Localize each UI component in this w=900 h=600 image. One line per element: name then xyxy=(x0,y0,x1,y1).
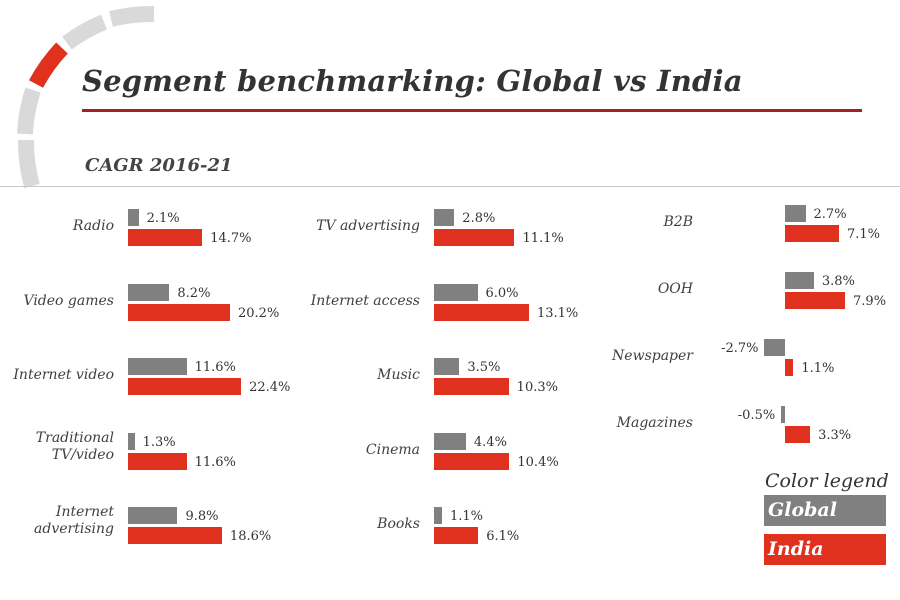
category-label: B2B xyxy=(664,214,693,231)
india-bar xyxy=(128,229,203,246)
global-bar xyxy=(781,406,785,423)
global-bar xyxy=(434,358,460,375)
decorative-arc xyxy=(17,6,155,189)
global-bar xyxy=(434,507,442,524)
category-label: Internet advertising xyxy=(34,504,114,538)
category-label: Internet access xyxy=(311,293,420,310)
category-label-line: Internet video xyxy=(13,367,114,383)
category-label-line: Internet xyxy=(55,504,114,520)
category-label: Magazines xyxy=(617,415,693,432)
chart-subtitle: CAGR 2016-21 xyxy=(85,155,233,176)
category-label-line: Magazines xyxy=(616,415,693,431)
india-bar xyxy=(785,225,839,242)
india-value-label: 1.1% xyxy=(801,361,835,376)
category-label-line: Traditional xyxy=(35,430,114,446)
global-value-label: 2.1% xyxy=(146,211,180,226)
category-label: Traditional TV/video xyxy=(36,430,114,464)
global-value-label: -2.7% xyxy=(721,341,759,356)
category-label-line: advertising xyxy=(34,521,114,537)
global-value-label: 2.8% xyxy=(462,211,496,226)
global-value-label: 8.2% xyxy=(177,286,211,301)
india-value-label: 11.1% xyxy=(522,231,564,246)
global-bar xyxy=(785,205,806,222)
india-bar xyxy=(128,527,222,544)
title-underline xyxy=(82,109,862,112)
arc-segment-active xyxy=(28,42,68,88)
india-value-label: 3.3% xyxy=(818,428,852,443)
india-value-label: 10.3% xyxy=(516,380,558,395)
global-value-label: 1.3% xyxy=(142,435,176,450)
india-bar xyxy=(434,304,529,321)
india-bar xyxy=(128,453,187,470)
category-label: Newspaper xyxy=(612,348,693,365)
global-value-label: 2.7% xyxy=(813,207,847,222)
arc-segment xyxy=(17,87,41,135)
category-label-line: TV advertising xyxy=(316,218,420,234)
global-value-label: 4.4% xyxy=(473,435,507,450)
india-bar xyxy=(434,453,510,470)
category-label: Video games xyxy=(23,293,114,310)
category-label: Internet video xyxy=(13,367,114,384)
india-bar xyxy=(434,229,515,246)
category-label-line: Cinema xyxy=(365,442,420,458)
global-value-label: 1.1% xyxy=(449,509,483,524)
global-bar xyxy=(764,339,785,356)
india-bar xyxy=(434,378,509,395)
india-bar xyxy=(128,378,242,395)
category-label: OOH xyxy=(658,281,693,298)
category-label: Radio xyxy=(73,218,114,235)
india-value-label: 10.4% xyxy=(517,455,559,470)
india-value-label: 11.6% xyxy=(194,455,236,470)
category-label: Books xyxy=(377,516,420,533)
india-bar xyxy=(785,292,846,309)
category-label-line: Internet access xyxy=(310,293,420,309)
india-bar xyxy=(785,359,794,376)
india-value-label: 6.1% xyxy=(486,529,520,544)
india-value-label: 22.4% xyxy=(249,380,291,395)
india-value-label: 20.2% xyxy=(238,306,280,321)
category-label-line: B2B xyxy=(663,214,693,230)
category-label-line: Newspaper xyxy=(612,348,693,364)
global-bar xyxy=(434,209,455,226)
india-bar xyxy=(785,426,811,443)
category-label-line: Books xyxy=(377,516,420,532)
global-bar xyxy=(128,507,178,524)
global-bar xyxy=(785,272,814,289)
global-value-label: -0.5% xyxy=(737,408,776,423)
india-value-label: 13.1% xyxy=(536,306,579,321)
section-divider xyxy=(0,186,900,187)
category-label-line: Music xyxy=(377,367,420,383)
global-bar xyxy=(434,433,466,450)
legend-item-india: India xyxy=(764,534,886,565)
category-label: Cinema xyxy=(366,442,420,459)
category-label-line: Radio xyxy=(72,218,114,234)
arc-segment xyxy=(62,14,108,50)
category-label: Music xyxy=(377,367,420,384)
global-bar xyxy=(434,284,478,301)
global-bar xyxy=(128,209,139,226)
category-label-line: Video games xyxy=(23,293,114,309)
india-value-label: 7.9% xyxy=(853,294,887,309)
global-value-label: 9.8% xyxy=(185,509,219,524)
global-bar xyxy=(128,358,187,375)
arc-segment xyxy=(109,6,155,27)
legend-title: Color legend xyxy=(765,470,889,492)
category-label-line: OOH xyxy=(657,281,693,297)
india-value-label: 18.6% xyxy=(229,529,272,544)
global-bar xyxy=(128,284,170,301)
page-title: Segment benchmarking: Global vs India xyxy=(82,64,743,98)
india-value-label: 7.1% xyxy=(846,227,880,242)
india-value-label: 14.7% xyxy=(210,231,252,246)
india-bar xyxy=(128,304,230,321)
global-value-label: 3.5% xyxy=(467,360,501,375)
category-label: TV advertising xyxy=(316,218,420,235)
global-value-label: 6.0% xyxy=(485,286,519,301)
arc-segment xyxy=(17,139,40,189)
india-bar xyxy=(434,527,479,544)
global-bar xyxy=(128,433,135,450)
category-label-line: TV/video xyxy=(51,447,114,463)
legend-item-global: Global xyxy=(764,495,886,526)
global-value-label: 11.6% xyxy=(194,360,236,375)
global-value-label: 3.8% xyxy=(821,274,855,289)
